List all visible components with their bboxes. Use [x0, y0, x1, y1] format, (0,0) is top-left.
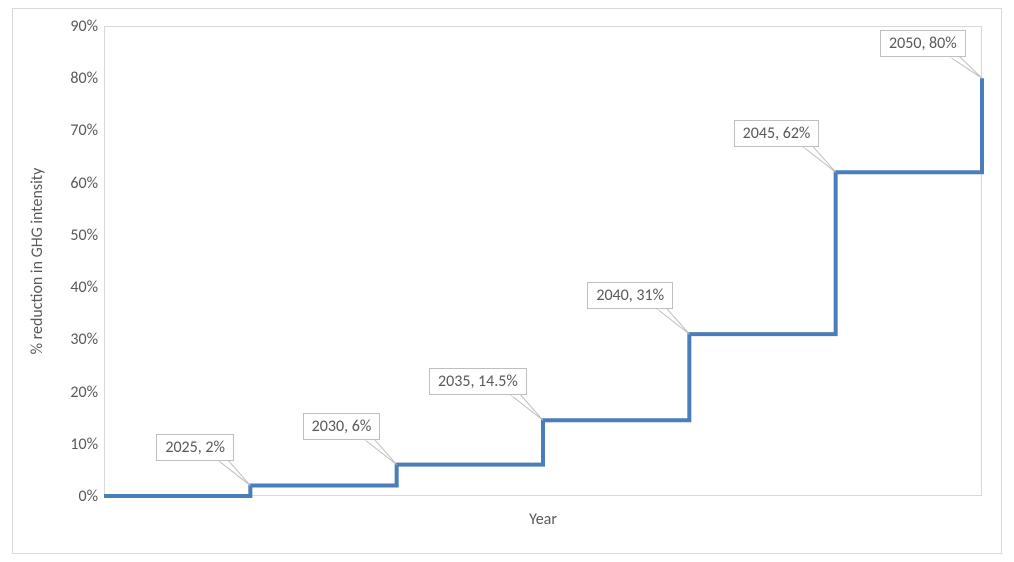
y-tick-label: 40%: [48, 278, 98, 297]
data-label-callout: 2050, 80%: [880, 30, 966, 57]
data-label-callout: 2025, 2%: [156, 434, 234, 461]
x-axis-label: Year: [104, 510, 982, 529]
callout-leader: [950, 57, 982, 78]
callout-leader: [511, 395, 543, 420]
callout-leader: [657, 309, 689, 334]
data-label-callout: 2030, 6%: [303, 413, 381, 440]
callout-leader: [218, 461, 250, 486]
data-label-callout: 2045, 62%: [734, 120, 820, 147]
data-label-callout: 2040, 31%: [587, 282, 673, 309]
step-line: [104, 78, 982, 496]
y-tick-label: 50%: [48, 226, 98, 245]
y-tick-label: 70%: [48, 121, 98, 140]
callout-leader: [365, 440, 397, 465]
data-label-callout: 2035, 14.5%: [429, 368, 527, 395]
y-tick-label: 80%: [48, 69, 98, 88]
y-tick-label: 10%: [48, 435, 98, 454]
y-axis-label: % reduction in GHG intensity: [28, 26, 47, 496]
y-tick-label: 20%: [48, 383, 98, 402]
y-tick-label: 90%: [48, 17, 98, 36]
step-line-svg: [0, 0, 1014, 562]
y-tick-label: 60%: [48, 174, 98, 193]
y-tick-label: 30%: [48, 330, 98, 349]
callout-leader: [804, 147, 836, 172]
y-tick-label: 0%: [48, 487, 98, 506]
